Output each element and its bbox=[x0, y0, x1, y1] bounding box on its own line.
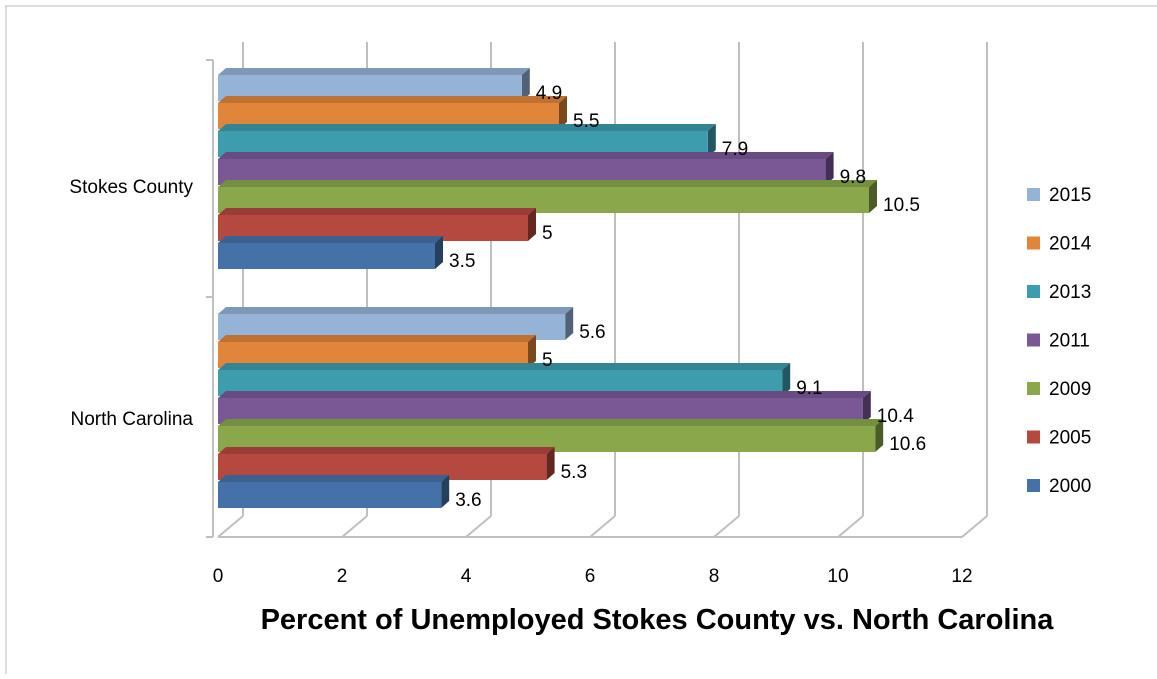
bars bbox=[218, 68, 884, 508]
floor-depth-line bbox=[217, 515, 244, 538]
bar bbox=[218, 482, 442, 508]
chart-title: Percent of Unemployed Stokes County vs. … bbox=[261, 604, 1055, 636]
data-label: 3.6 bbox=[455, 490, 481, 511]
bar-side-face bbox=[565, 307, 574, 340]
x-tick-label: 10 bbox=[827, 566, 848, 587]
legend-swatch bbox=[1027, 285, 1040, 298]
data-label: 10.6 bbox=[889, 434, 926, 455]
data-label: 5 bbox=[542, 350, 553, 371]
bar-top-face bbox=[218, 236, 443, 243]
legend-label: 2011 bbox=[1049, 331, 1090, 352]
legend-label: 2015 bbox=[1049, 185, 1091, 206]
data-label: 4.9 bbox=[536, 83, 562, 104]
x-tick-label: 4 bbox=[461, 566, 472, 587]
bar-top-face bbox=[218, 419, 884, 426]
data-labels: 4.9 5.5 7.9 9.8 10.5 5 3.5 5.6 5 9.1 10.4 10.6 5.3 3.… bbox=[449, 83, 926, 511]
data-label: 9.1 bbox=[796, 378, 822, 399]
bar-top-face bbox=[218, 363, 791, 370]
bar-top-face bbox=[218, 96, 567, 103]
bar-side-face bbox=[528, 335, 536, 368]
category-label: North Carolina bbox=[71, 409, 194, 430]
bar bbox=[218, 243, 435, 269]
floor-depth-line bbox=[713, 515, 740, 538]
bar-top-face bbox=[218, 475, 450, 482]
x-tick-label: 0 bbox=[213, 566, 224, 587]
bar-side-face bbox=[435, 236, 443, 269]
legend-swatch bbox=[1027, 430, 1040, 444]
bar-side-face bbox=[825, 152, 834, 185]
data-label: 5 bbox=[542, 223, 553, 244]
floor-depth-line bbox=[341, 515, 368, 538]
data-label: 7.9 bbox=[722, 139, 748, 160]
legend-label: 2014 bbox=[1049, 234, 1092, 255]
data-label: 3.5 bbox=[449, 251, 475, 272]
legend-swatch bbox=[1027, 479, 1040, 492]
floor-depth-line bbox=[589, 515, 616, 538]
bar-side-face bbox=[707, 124, 716, 157]
data-label: 10.4 bbox=[877, 406, 914, 427]
bar-top-face bbox=[218, 152, 834, 159]
bar-side-face bbox=[559, 96, 567, 129]
axes: 0 2 4 6 8 10 12 Stokes County North Carolina bbox=[69, 59, 973, 587]
bar-side-face bbox=[528, 208, 536, 241]
data-label: 5.6 bbox=[579, 322, 605, 343]
bar-side-face bbox=[782, 363, 791, 396]
bar-side-face bbox=[875, 419, 884, 452]
x-tick-label: 6 bbox=[585, 566, 596, 587]
legend-label: 2005 bbox=[1049, 428, 1091, 449]
bar-top-face bbox=[218, 208, 536, 215]
x-tick-label: 2 bbox=[337, 566, 348, 587]
legend-label: 2013 bbox=[1049, 282, 1091, 303]
category-label: Stokes County bbox=[69, 177, 193, 198]
data-label: 5.3 bbox=[561, 462, 587, 483]
x-tick-label: 12 bbox=[951, 566, 972, 587]
bar-side-face bbox=[441, 475, 450, 508]
bar-top-face bbox=[218, 391, 871, 398]
legend-label: 2000 bbox=[1049, 476, 1091, 497]
legend-swatch bbox=[1027, 236, 1040, 250]
floor-depth-line bbox=[465, 515, 492, 538]
legend-swatch bbox=[1027, 333, 1040, 347]
x-tick-label: 8 bbox=[709, 566, 720, 587]
floor-depth-line bbox=[961, 515, 988, 538]
bar-top-face bbox=[218, 180, 877, 187]
bar-top-face bbox=[218, 307, 574, 314]
legend: 2015 2014 2013 2011 2009 2005 2000 bbox=[1027, 185, 1092, 497]
bar-top-face bbox=[218, 124, 716, 131]
legend-swatch bbox=[1027, 382, 1040, 395]
bar-side-face bbox=[546, 447, 555, 480]
bar-side-face bbox=[862, 391, 871, 424]
legend-label: 2009 bbox=[1049, 379, 1091, 400]
bar-top-face bbox=[218, 335, 536, 342]
bar-side-face bbox=[869, 180, 877, 213]
floor-depth-line bbox=[837, 515, 864, 538]
data-label: 9.8 bbox=[840, 167, 866, 188]
bar-top-face bbox=[218, 68, 530, 75]
data-label: 5.5 bbox=[573, 111, 599, 132]
bar-side-face bbox=[521, 68, 530, 101]
bar-top-face bbox=[218, 447, 555, 454]
legend-swatch bbox=[1027, 188, 1040, 201]
data-label: 10.5 bbox=[883, 195, 920, 216]
